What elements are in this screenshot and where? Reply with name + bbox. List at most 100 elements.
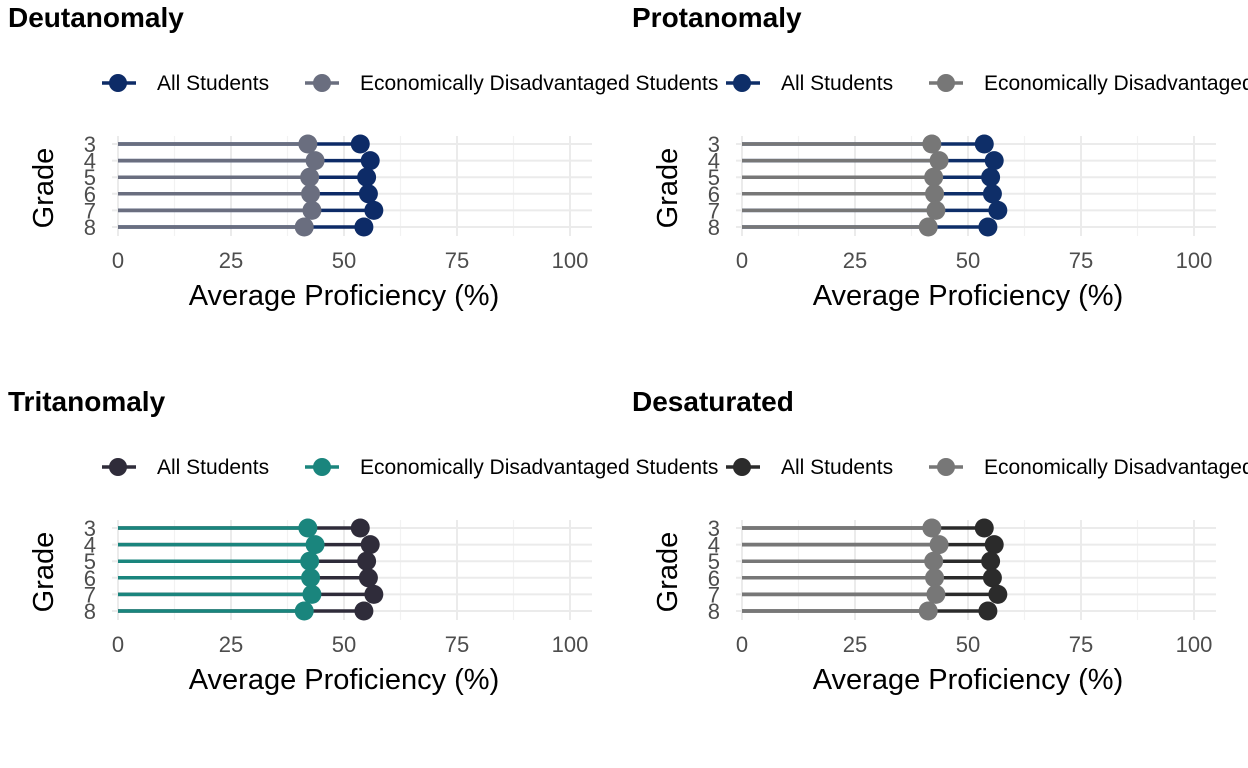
point-econ-disadvantaged xyxy=(922,518,942,538)
y-tick-label: 5 xyxy=(84,549,96,574)
point-all-students xyxy=(364,200,384,220)
y-tick-label: 5 xyxy=(708,549,720,574)
y-tick-label: 4 xyxy=(84,533,96,558)
point-all-students xyxy=(358,568,378,588)
x-tick-label: 50 xyxy=(332,632,356,657)
y-tick-label: 4 xyxy=(708,533,720,558)
x-tick-label: 0 xyxy=(112,248,124,273)
point-all-students xyxy=(978,217,998,237)
point-econ-disadvantaged xyxy=(924,551,944,571)
point-all-students xyxy=(350,518,370,538)
chart-panel-desaturated: Desaturated All Students Economically Disa… xyxy=(632,386,1248,696)
point-econ-disadvantaged xyxy=(926,200,946,220)
y-tick-label: 3 xyxy=(84,516,96,541)
legend-key-dot xyxy=(733,458,751,476)
legend-label: Economically Disadvantaged Students xyxy=(360,72,718,95)
x-tick-label: 100 xyxy=(1176,248,1213,273)
point-econ-disadvantaged xyxy=(918,217,938,237)
point-all-students xyxy=(360,151,380,171)
point-all-students xyxy=(982,568,1002,588)
x-axis-title: Average Proficiency (%) xyxy=(189,280,500,312)
legend-label: All Students xyxy=(781,456,893,479)
x-tick-label: 0 xyxy=(736,632,748,657)
legend-key-dot xyxy=(109,74,127,92)
y-tick-label: 7 xyxy=(84,198,96,223)
chart-panel-protanomaly: Protanomaly All Students Economically Disa… xyxy=(632,2,1248,312)
x-tick-label: 75 xyxy=(445,632,469,657)
point-econ-disadvantaged xyxy=(922,134,942,154)
x-tick-label: 25 xyxy=(219,632,243,657)
legend-label: All Students xyxy=(157,456,269,479)
point-all-students xyxy=(974,518,994,538)
point-econ-disadvantaged xyxy=(924,167,944,187)
point-econ-disadvantaged xyxy=(926,584,946,604)
x-tick-label: 75 xyxy=(1069,632,1093,657)
point-all-students xyxy=(974,134,994,154)
y-axis-title: Grade xyxy=(652,532,684,613)
y-axis-title: Grade xyxy=(28,148,60,229)
y-tick-label: 7 xyxy=(84,582,96,607)
y-tick-label: 8 xyxy=(708,599,720,624)
point-all-students xyxy=(988,584,1008,604)
y-tick-label: 6 xyxy=(708,566,720,591)
point-all-students xyxy=(981,167,1001,187)
point-all-students xyxy=(350,134,370,154)
x-tick-label: 25 xyxy=(843,248,867,273)
point-econ-disadvantaged xyxy=(300,551,320,571)
point-econ-disadvantaged xyxy=(305,535,325,555)
legend-label: All Students xyxy=(781,72,893,95)
chart-title: Deutanomaly xyxy=(8,2,184,33)
y-tick-label: 7 xyxy=(708,582,720,607)
y-tick-label: 5 xyxy=(84,165,96,190)
y-axis-title: Grade xyxy=(652,148,684,229)
point-econ-disadvantaged xyxy=(298,134,318,154)
point-all-students xyxy=(981,551,1001,571)
point-all-students xyxy=(988,200,1008,220)
point-econ-disadvantaged xyxy=(302,584,322,604)
point-all-students xyxy=(358,184,378,204)
chart-title: Protanomaly xyxy=(632,2,802,33)
x-axis-title: Average Proficiency (%) xyxy=(813,664,1124,696)
x-tick-label: 50 xyxy=(956,248,980,273)
point-econ-disadvantaged xyxy=(294,217,314,237)
point-all-students xyxy=(984,535,1004,555)
point-all-students xyxy=(982,184,1002,204)
x-tick-label: 100 xyxy=(552,248,589,273)
chart-panel-tritanomaly: Tritanomaly All Students Economically Disa… xyxy=(8,386,718,696)
y-tick-label: 7 xyxy=(708,198,720,223)
point-econ-disadvantaged xyxy=(305,151,325,171)
point-econ-disadvantaged xyxy=(929,151,949,171)
point-all-students xyxy=(357,551,377,571)
x-tick-label: 25 xyxy=(219,248,243,273)
point-econ-disadvantaged xyxy=(301,568,321,588)
chart-title: Tritanomaly xyxy=(8,386,166,417)
y-tick-label: 8 xyxy=(84,599,96,624)
point-all-students xyxy=(357,167,377,187)
legend-label: Economically Disadvantaged Students xyxy=(360,456,718,479)
y-tick-label: 3 xyxy=(708,516,720,541)
y-tick-label: 6 xyxy=(84,566,96,591)
x-tick-label: 75 xyxy=(1069,248,1093,273)
point-all-students xyxy=(360,535,380,555)
legend-label: Economically Disadvantaged Students xyxy=(984,72,1248,95)
legend-label: All Students xyxy=(157,72,269,95)
y-axis-title: Grade xyxy=(28,532,60,613)
y-tick-label: 3 xyxy=(708,132,720,157)
y-tick-label: 5 xyxy=(708,165,720,190)
point-all-students xyxy=(354,217,374,237)
x-tick-label: 0 xyxy=(736,248,748,273)
x-tick-label: 0 xyxy=(112,632,124,657)
y-tick-label: 4 xyxy=(84,149,96,174)
legend-label: Economically Disadvantaged Students xyxy=(984,456,1248,479)
point-econ-disadvantaged xyxy=(929,535,949,555)
point-econ-disadvantaged xyxy=(925,184,945,204)
x-tick-label: 50 xyxy=(956,632,980,657)
point-econ-disadvantaged xyxy=(918,601,938,621)
chart-title: Desaturated xyxy=(632,386,794,417)
x-tick-label: 50 xyxy=(332,248,356,273)
y-tick-label: 6 xyxy=(708,182,720,207)
point-all-students xyxy=(984,151,1004,171)
x-axis-title: Average Proficiency (%) xyxy=(813,280,1124,312)
legend-key-dot xyxy=(313,74,331,92)
